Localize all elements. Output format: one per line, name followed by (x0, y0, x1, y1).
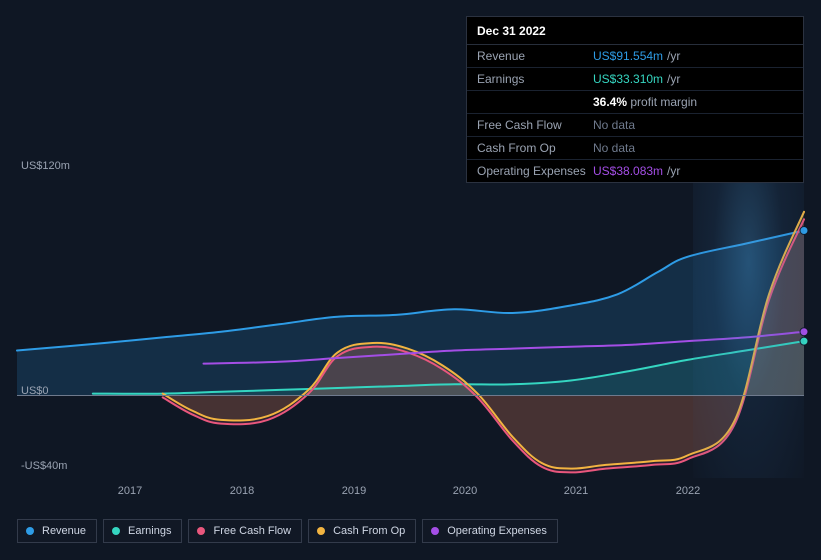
legend-swatch (317, 527, 325, 535)
tooltip-value-text: US$33.310m (593, 72, 663, 86)
tooltip-panel: Dec 31 2022 RevenueUS$91.554m/yrEarnings… (466, 16, 804, 183)
y-axis-label: -US$40m (21, 460, 67, 472)
legend-label: Cash From Op (333, 525, 405, 537)
legend: Revenue Earnings Free Cash Flow Cash From O… (17, 519, 558, 543)
tooltip-value-suffix: /yr (667, 164, 680, 178)
tooltip-row: RevenueUS$91.554m/yr (467, 45, 803, 68)
tooltip-row: Operating ExpensesUS$38.083m/yr (467, 160, 803, 182)
tooltip-nodata: No data (593, 141, 635, 155)
x-axis-label: 2017 (118, 485, 142, 497)
x-axis-label: 2022 (676, 485, 700, 497)
legend-swatch (197, 527, 205, 535)
chart-baseline (17, 395, 804, 396)
tooltip-row-label (477, 95, 593, 109)
tooltip-row: Cash From OpNo data (467, 137, 803, 160)
tooltip-row-value: US$33.310m/yr (593, 72, 680, 86)
tooltip-row-label: Cash From Op (477, 141, 593, 155)
legend-label: Free Cash Flow (213, 525, 291, 537)
x-axis-label: 2019 (342, 485, 366, 497)
tooltip-title: Dec 31 2022 (467, 17, 803, 45)
tooltip-value-text: US$91.554m (593, 49, 663, 63)
tooltip-row-label: Free Cash Flow (477, 118, 593, 132)
tooltip-row-label: Earnings (477, 72, 593, 86)
x-axis-label: 2020 (453, 485, 477, 497)
tooltip-profit-margin: 36.4% profit margin (593, 95, 697, 109)
legend-item-revenue[interactable]: Revenue (17, 519, 97, 543)
legend-swatch (112, 527, 120, 535)
legend-label: Operating Expenses (447, 525, 547, 537)
legend-item-free-cash-flow[interactable]: Free Cash Flow (188, 519, 302, 543)
tooltip-profit-pct: 36.4% (593, 95, 627, 109)
y-axis-label: US$120m (21, 160, 70, 172)
legend-item-earnings[interactable]: Earnings (103, 519, 182, 543)
legend-label: Earnings (128, 525, 171, 537)
legend-item-operating-expenses[interactable]: Operating Expenses (422, 519, 558, 543)
legend-swatch (26, 527, 34, 535)
tooltip-value-text: US$38.083m (593, 164, 663, 178)
tooltip-row-value: US$91.554m/yr (593, 49, 680, 63)
tooltip-row: 36.4% profit margin (467, 91, 803, 114)
tooltip-value-suffix: /yr (667, 72, 680, 86)
legend-swatch (431, 527, 439, 535)
tooltip-row-label: Operating Expenses (477, 164, 593, 178)
chart-highlight-zone (693, 178, 804, 478)
legend-item-cash-from-op[interactable]: Cash From Op (308, 519, 416, 543)
tooltip-row-label: Revenue (477, 49, 593, 63)
x-axis-label: 2021 (564, 485, 588, 497)
tooltip-row-value: US$38.083m/yr (593, 164, 680, 178)
y-axis-label: US$0 (21, 385, 49, 397)
tooltip-nodata: No data (593, 118, 635, 132)
tooltip-row: Free Cash FlowNo data (467, 114, 803, 137)
legend-label: Revenue (42, 525, 86, 537)
tooltip-row: EarningsUS$33.310m/yr (467, 68, 803, 91)
x-axis-label: 2018 (230, 485, 254, 497)
tooltip-value-suffix: /yr (667, 49, 680, 63)
